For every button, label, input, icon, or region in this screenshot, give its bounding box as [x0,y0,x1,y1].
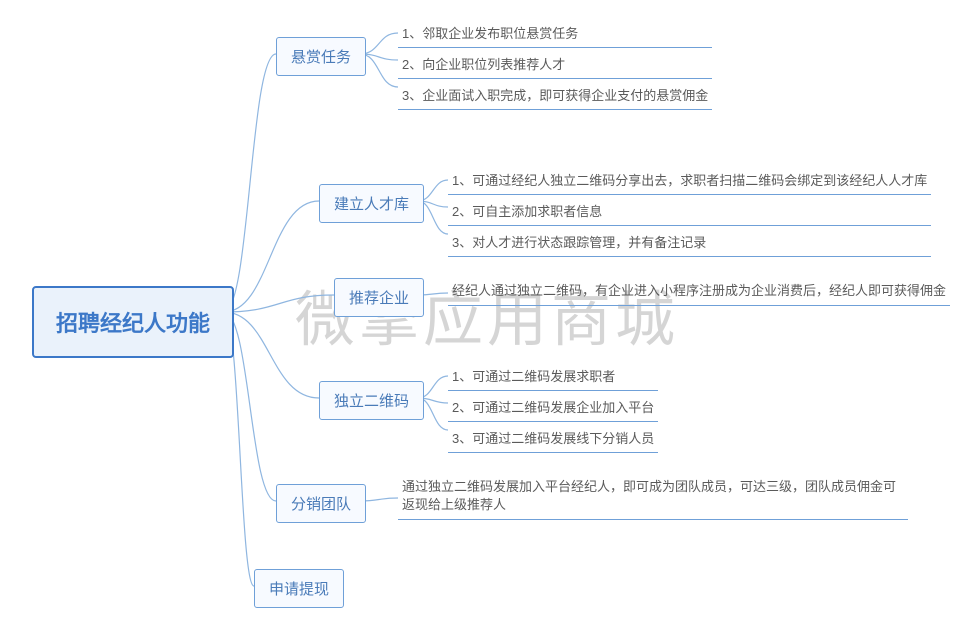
branch-withdraw[interactable]: 申请提现 [254,569,344,608]
branch-label: 分销团队 [291,496,351,513]
branch-label: 悬赏任务 [291,49,351,66]
root-label: 招聘经纪人功能 [56,311,210,336]
leaf-group-reward: 1、邻取企业发布职位悬赏任务 2、向企业职位列表推荐人才 3、企业面试入职完成，… [398,17,712,110]
leaf-item: 3、企业面试入职完成，即可获得企业支付的悬赏佣金 [398,79,712,110]
leaf-group-qrcode: 1、可通过二维码发展求职者 2、可通过二维码发展企业加入平台 3、可通过二维码发… [448,360,658,453]
leaf-distribution-text: 通过独立二维码发展加入平台经纪人，即可成为团队成员，可达三级，团队成员佣金可返现… [398,472,908,520]
leaf-item: 3、对人才进行状态跟踪管理，并有备注记录 [448,226,931,257]
leaf-group-talent: 1、可通过经纪人独立二维码分享出去，求职者扫描二维码会绑定到该经纪人人才库 2、… [448,164,931,257]
branch-distribution-team[interactable]: 分销团队 [276,484,366,523]
branch-label: 申请提现 [269,581,329,598]
branch-label: 独立二维码 [334,393,409,410]
branch-label: 推荐企业 [349,290,409,307]
root-node[interactable]: 招聘经纪人功能 [32,286,234,358]
leaf-item: 1、可通过经纪人独立二维码分享出去，求职者扫描二维码会绑定到该经纪人人才库 [448,164,931,195]
branch-qrcode[interactable]: 独立二维码 [319,381,424,420]
leaf-item: 2、向企业职位列表推荐人才 [398,48,712,79]
branch-reward-task[interactable]: 悬赏任务 [276,37,366,76]
leaf-item: 2、可自主添加求职者信息 [448,195,931,226]
leaf-item: 1、可通过二维码发展求职者 [448,360,658,391]
leaf-item: 3、可通过二维码发展线下分销人员 [448,422,658,453]
leaf-item: 2、可通过二维码发展企业加入平台 [448,391,658,422]
branch-recommend-enterprise[interactable]: 推荐企业 [334,278,424,317]
branch-label: 建立人才库 [334,196,409,213]
leaf-item: 1、邻取企业发布职位悬赏任务 [398,17,712,48]
leaf-recommend-text: 经纪人通过独立二维码，有企业进入小程序注册成为企业消费后，经纪人即可获得佣金 [448,276,950,306]
mindmap-canvas: 微擎应用商城 招聘经纪人功能 悬赏任务 1、邻取企业发布职位悬赏任务 2、向企业… [0,0,974,629]
branch-talent-pool[interactable]: 建立人才库 [319,184,424,223]
